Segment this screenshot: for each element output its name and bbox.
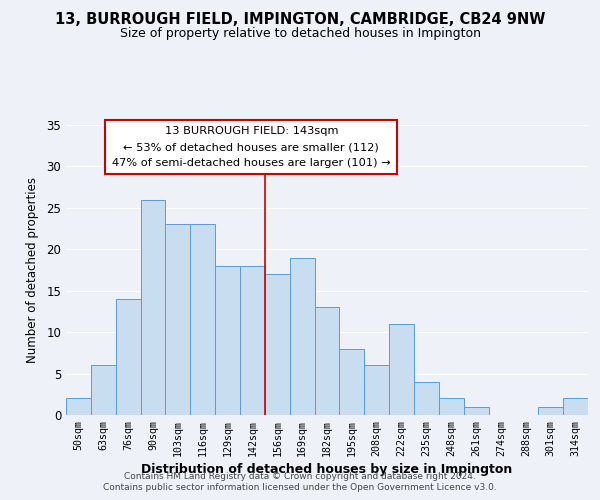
Bar [190, 224, 215, 415]
Bar [91, 366, 116, 415]
Bar [538, 406, 563, 415]
Bar [215, 266, 240, 415]
Bar [389, 324, 414, 415]
Bar [414, 382, 439, 415]
Text: Size of property relative to detached houses in Impington: Size of property relative to detached ho… [119, 28, 481, 40]
Bar [140, 200, 166, 415]
X-axis label: Distribution of detached houses by size in Impington: Distribution of detached houses by size … [142, 463, 512, 476]
Bar [439, 398, 464, 415]
Bar [265, 274, 290, 415]
Text: Contains public sector information licensed under the Open Government Licence v3: Contains public sector information licen… [103, 484, 497, 492]
Bar [464, 406, 488, 415]
Y-axis label: Number of detached properties: Number of detached properties [26, 177, 40, 363]
Bar [166, 224, 190, 415]
Bar [290, 258, 314, 415]
Bar [314, 308, 340, 415]
Bar [240, 266, 265, 415]
Bar [364, 366, 389, 415]
Bar [563, 398, 588, 415]
Text: Contains HM Land Registry data © Crown copyright and database right 2024.: Contains HM Land Registry data © Crown c… [124, 472, 476, 481]
Text: 13, BURROUGH FIELD, IMPINGTON, CAMBRIDGE, CB24 9NW: 13, BURROUGH FIELD, IMPINGTON, CAMBRIDGE… [55, 12, 545, 28]
Bar [66, 398, 91, 415]
Bar [340, 348, 364, 415]
Bar [116, 299, 140, 415]
Text: 13 BURROUGH FIELD: 143sqm
← 53% of detached houses are smaller (112)
47% of semi: 13 BURROUGH FIELD: 143sqm ← 53% of detac… [112, 126, 391, 168]
